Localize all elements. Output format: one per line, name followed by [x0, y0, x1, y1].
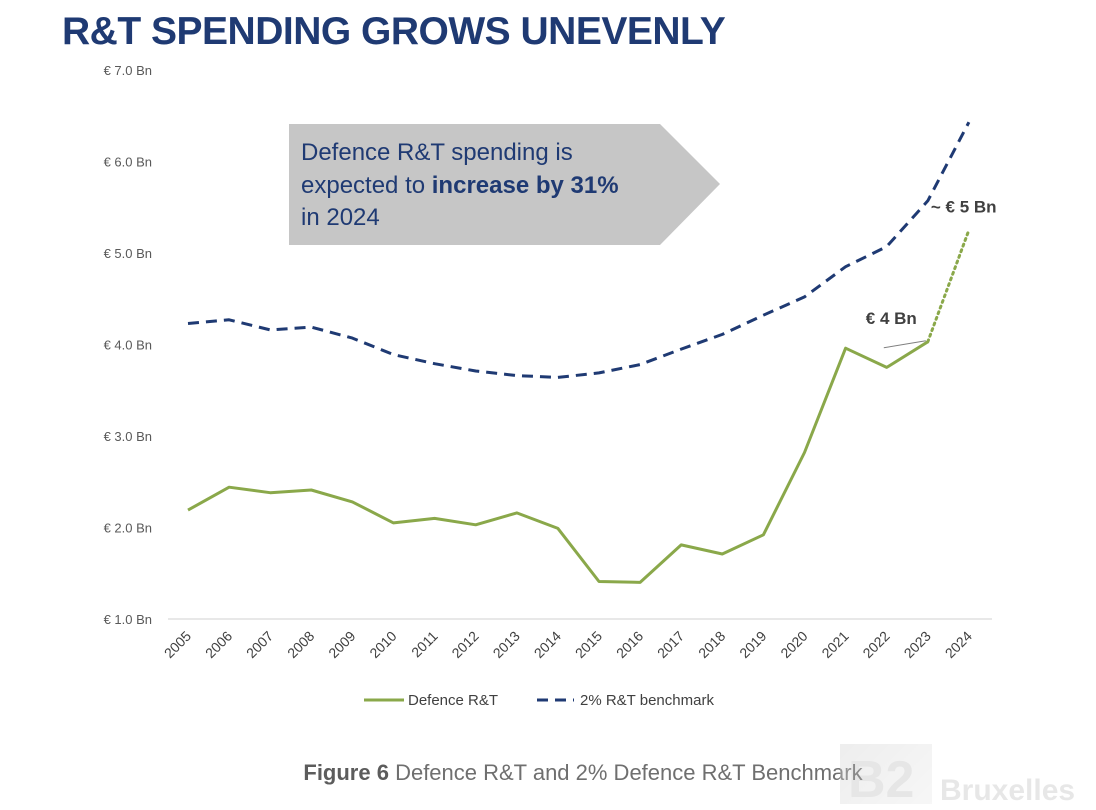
callout-text: Defence R&T spending is expected to incr…: [301, 139, 625, 231]
legend-label-defence-rt: Defence R&T: [408, 692, 498, 709]
callout-line-2: expected to increase by 31%: [301, 172, 619, 199]
series-line-defence-rt-projection: [926, 228, 971, 344]
callout-highlight: increase by 31%: [432, 172, 619, 199]
line-chart: € 1.0 Bn € 2.0 Bn € 3.0 Bn € 4.0 Bn € 5.0 Bn…: [104, 63, 997, 709]
x-tick-label: 2011: [408, 628, 441, 661]
x-tick-label: 2005: [161, 628, 194, 661]
x-tick-label: 2009: [325, 628, 358, 661]
legend-label-benchmark: 2% R&T benchmark: [580, 692, 714, 709]
annotation-label-2023: € 4 Bn: [866, 309, 917, 328]
y-tick-label: € 2.0 Bn: [104, 521, 152, 536]
x-tick-label: 2010: [366, 628, 399, 661]
y-tick-label: € 3.0 Bn: [104, 429, 152, 444]
callout-line-3: in 2024: [301, 204, 380, 231]
x-tick-label: 2019: [736, 628, 769, 661]
x-tick-label: 2020: [777, 628, 810, 661]
callout-line-2-text: expected to: [301, 172, 432, 199]
x-axis-labels: 2005 2006 2007 2008 2009 2010 2011 2012 2013 2014…: [161, 628, 975, 661]
callout-arrow-shape: [289, 124, 720, 245]
x-tick-label: 2022: [859, 628, 892, 661]
x-tick-label: 2012: [448, 628, 481, 661]
legend: Defence R&T 2% R&T benchmark: [364, 692, 714, 709]
x-tick-label: 2021: [818, 628, 851, 661]
x-tick-label: 2013: [490, 628, 523, 661]
y-tick-label: € 6.0 Bn: [104, 155, 152, 170]
x-tick-label: 2007: [243, 628, 276, 661]
series-line-benchmark: [187, 121, 971, 379]
x-tick-label: 2023: [901, 628, 934, 661]
y-tick-label: € 7.0 Bn: [104, 63, 152, 78]
figure-description: Defence R&T and 2% Defence R&T Benchmark: [388, 760, 863, 785]
y-tick-label: € 4.0 Bn: [104, 338, 152, 353]
x-tick-label: 2008: [284, 628, 317, 661]
x-tick-label: 2017: [654, 628, 687, 661]
x-tick-label: 2015: [572, 628, 605, 661]
figure-number: Figure 6: [303, 760, 389, 785]
x-tick-label: 2006: [202, 628, 235, 661]
x-tick-label: 2018: [695, 628, 728, 661]
series-line-defence-rt: [187, 340, 929, 584]
page-title: R&T SPENDING GROWS UNEVENLY: [62, 10, 726, 53]
x-tick-label: 2016: [613, 628, 646, 661]
annotation-leader-line: [883, 340, 926, 349]
figure-caption: Figure 6 Defence R&T and 2% Defence R&T …: [0, 760, 1096, 786]
callout-box: Defence R&T spending is expected to incr…: [289, 124, 720, 245]
x-tick-label: 2024: [942, 628, 975, 661]
annotation-label-2024: ~ € 5 Bn: [931, 197, 997, 216]
series-group: [187, 121, 971, 584]
y-tick-label: € 1.0 Bn: [104, 612, 152, 627]
annotations-group: € 4 Bn ~ € 5 Bn: [866, 197, 997, 349]
x-tick-label: 2014: [531, 628, 564, 661]
y-tick-label: € 5.0 Bn: [104, 246, 152, 261]
callout-line-1: Defence R&T spending is: [301, 139, 573, 166]
y-axis-labels: € 1.0 Bn € 2.0 Bn € 3.0 Bn € 4.0 Bn € 5.0 Bn…: [104, 63, 152, 627]
